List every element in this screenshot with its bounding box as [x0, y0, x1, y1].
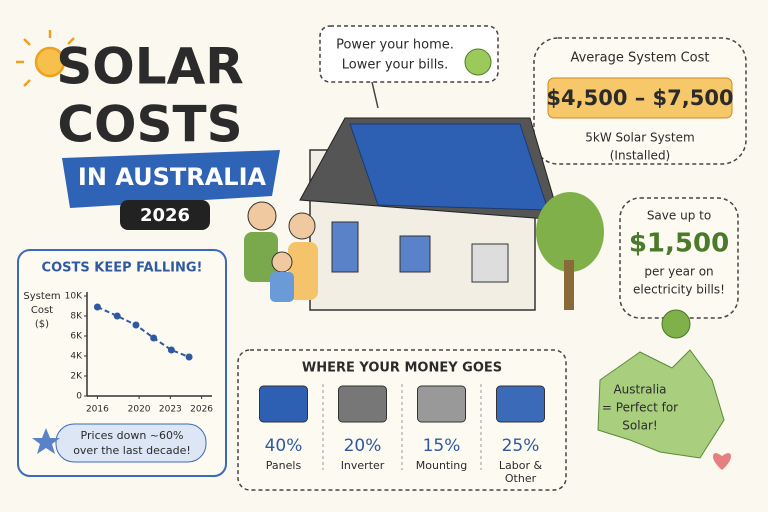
savings-amount: $1,500: [629, 229, 729, 259]
item-percent: 15%: [423, 436, 461, 456]
y-tick-label: 2K: [70, 372, 83, 382]
y-tick-label: 10K: [65, 292, 83, 302]
year-badge: [120, 200, 210, 230]
chart-panel: [17, 249, 227, 477]
australia-line: = Perfect for: [602, 401, 678, 415]
y-axis-label: ($): [35, 319, 49, 330]
y-axis-label: Cost: [31, 305, 53, 316]
savings-detail: electricity bills!: [633, 283, 725, 297]
bubble-line: Lower your bills.: [342, 58, 448, 73]
annotation-box: [55, 423, 207, 463]
item-icon: [496, 385, 545, 423]
australia-map: [597, 349, 725, 459]
money-title: WHERE YOUR MONEY GOES: [302, 361, 502, 376]
savings-detail: per year on: [644, 265, 713, 279]
savings-intro: Save up to: [647, 209, 711, 223]
sun-icon: [16, 30, 75, 87]
house-illustration: [244, 117, 604, 311]
x-tick-label: 2016: [86, 405, 109, 415]
item-label: Labor &: [499, 459, 543, 472]
heart-icon: [712, 453, 732, 470]
annotation-line: Prices down ~60%: [81, 429, 184, 442]
cost-note: (Installed): [610, 149, 671, 163]
y-tick-label: 6K: [70, 332, 83, 342]
year-text: 2026: [140, 205, 190, 226]
data-point: [93, 303, 101, 311]
title-line2: COSTS: [57, 96, 242, 154]
item-percent: 20%: [344, 436, 382, 456]
item-label: Other: [505, 472, 537, 485]
banner: [62, 150, 280, 208]
item-label: Mounting: [416, 459, 468, 472]
y-axis-label: System: [23, 291, 60, 302]
smiley: [464, 48, 492, 76]
y-tick-label: 4K: [70, 352, 83, 362]
cost-system: 5kW Solar System: [585, 131, 694, 145]
data-point: [132, 321, 140, 329]
item-percent: 40%: [265, 436, 303, 456]
item-label: Panels: [266, 459, 302, 472]
money-items: 40% Panels 20% Inverter 15% Mounting 25% Labor …: [259, 384, 545, 485]
data-point: [113, 312, 121, 320]
thumbs-up: [661, 309, 691, 339]
annotation-line: over the last decade!: [73, 444, 191, 457]
y-tick-label: 0: [76, 392, 82, 402]
data-point: [150, 334, 158, 342]
australia-line: Solar!: [622, 419, 657, 433]
x-tick-label: 2026: [190, 405, 213, 415]
cost-range: $4,500 – $7,500: [546, 86, 733, 110]
line-chart: 0 2K 4K 6K 8K 10K 2016 2020 2023 2026: [65, 292, 214, 415]
y-tick-label: 8K: [70, 312, 83, 322]
item-percent: 25%: [502, 436, 540, 456]
x-tick-label: 2020: [128, 405, 151, 415]
data-point: [167, 346, 175, 354]
item-icon: [417, 385, 466, 423]
banner-text: IN AUSTRALIA: [78, 163, 267, 191]
data-point: [185, 353, 193, 361]
title-line1: SOLAR: [56, 38, 244, 96]
speech-bubble: [319, 25, 499, 83]
cost-label: Average System Cost: [570, 51, 709, 66]
star-icon: [32, 428, 60, 454]
item-icon: [259, 385, 308, 423]
cost-range-box: [547, 77, 733, 119]
australia-line: Australia: [613, 383, 666, 397]
item-icon: [338, 385, 387, 423]
bubble-line: Power your home.: [336, 38, 454, 53]
x-tick-label: 2023: [159, 405, 182, 415]
item-label: Inverter: [341, 459, 385, 472]
chart-title: COSTS KEEP FALLING!: [42, 261, 203, 276]
bubble-pointer: [371, 81, 379, 109]
